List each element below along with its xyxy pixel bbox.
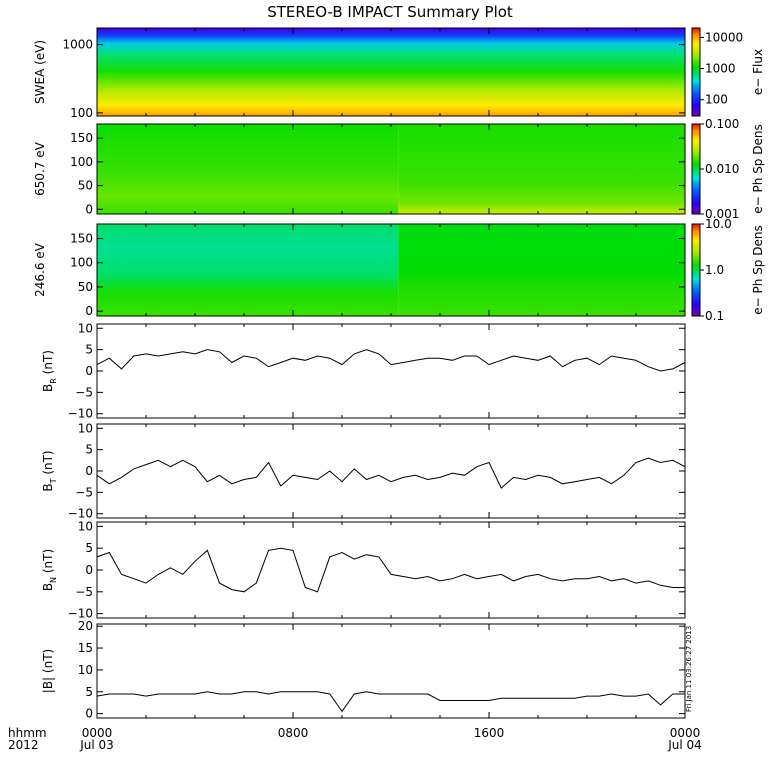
br-ytick-label: 5 (85, 343, 93, 357)
bn-ylabel: BN (nT) (41, 549, 58, 591)
br-ytick-label: −10 (68, 407, 93, 421)
bn-series-line (96, 547, 685, 593)
pad650-ytick-label: 0 (85, 202, 93, 216)
swea-colorbar-tick-label: 10000 (705, 30, 743, 44)
bmag-series-line (96, 691, 685, 713)
pad246-colorbar-label: e− Ph Sp Dens (751, 225, 765, 314)
time-label-hhmm: 0000 (82, 726, 113, 740)
pad246-colorbar (691, 223, 701, 317)
timestamp-note: Fri Jan 11 03:26:27 2013 (685, 626, 693, 712)
bmag-ytick-label: 20 (78, 619, 93, 633)
bmag-frame (96, 623, 686, 719)
br-ytick-label: 0 (85, 364, 93, 378)
bt-ytick-label: 5 (85, 443, 93, 457)
swea-colorbar-tick-label: 1000 (705, 62, 736, 76)
bt-ylabel: BT (nT) (41, 450, 58, 491)
pad650-ytick-label: 150 (70, 131, 93, 145)
pad650-ytick-label: 100 (70, 155, 93, 169)
pad246-colorbar-tick-label: 0.1 (705, 309, 724, 323)
time-corner-label-2: 2012 (8, 738, 39, 752)
pad246-ytick-label: 50 (78, 280, 93, 294)
pad650-colorbar-tick-label: 0.100 (705, 117, 739, 131)
swea-ytick-label: 1000 (62, 38, 93, 52)
bt-ytick-label: 0 (85, 464, 93, 478)
bn-ytick-label: −5 (75, 585, 93, 599)
pad246-ylabel: 246.6 eV (33, 242, 47, 297)
bt-ytick-label: −5 (75, 485, 93, 499)
time-label-date: Jul 03 (79, 738, 114, 752)
swea-spectrogram (97, 28, 685, 116)
swea-colorbar (691, 27, 701, 117)
pad246-ytick-label: 0 (85, 304, 93, 318)
pad246-spectrogram-early (97, 224, 399, 316)
time-label-date: Jul 04 (667, 738, 702, 752)
br-series-line (96, 349, 686, 372)
time-label-hhmm: 0800 (278, 726, 309, 740)
swea-colorbar-tick-label: 100 (705, 93, 728, 107)
pad246-ytick-label: 150 (70, 232, 93, 246)
pad246-spectrogram-late (398, 224, 685, 316)
pad246-colorbar-tick-label: 1.0 (705, 263, 724, 277)
swea-colorbar-label: e− Flux (751, 49, 765, 95)
bmag-ytick-label: 5 (85, 685, 93, 699)
br-ytick-label: 10 (78, 321, 93, 335)
pad650-colorbar-label: e− Ph Sp Dens (751, 124, 765, 213)
pad650-colorbar-tick-label: 0.010 (705, 162, 739, 176)
pad650-spectrogram-early (97, 124, 399, 214)
br-frame (96, 323, 686, 419)
swea-ylabel: SWEA (eV) (33, 40, 47, 104)
bmag-ytick-label: 15 (78, 641, 93, 655)
pad650-spectrogram-late (398, 124, 685, 214)
br-ytick-label: −5 (75, 385, 93, 399)
bt-frame (96, 423, 686, 519)
pad650-ylabel: 650.7 eV (33, 141, 47, 196)
bmag-ytick-label: 0 (85, 707, 93, 721)
bt-ytick-label: 10 (78, 421, 93, 435)
br-ylabel: BR (nT) (41, 350, 58, 392)
swea-ytick-label: 100 (70, 106, 93, 120)
time-label-hhmm: 1600 (474, 726, 505, 740)
pad650-colorbar-tick-label: 0.001 (705, 207, 739, 221)
bn-ytick-label: 0 (85, 563, 93, 577)
pad650-ytick-label: 50 (78, 179, 93, 193)
bmag-ytick-label: 10 (78, 663, 93, 677)
time-corner-label-1: hhmm (8, 726, 47, 740)
time-label-hhmm: 0000 (670, 726, 701, 740)
bn-ytick-label: 10 (78, 519, 93, 533)
bn-ytick-label: 5 (85, 541, 93, 555)
bt-ytick-label: −10 (68, 507, 93, 521)
pad650-colorbar (691, 123, 701, 215)
bt-series-line (96, 457, 686, 489)
pad246-ytick-label: 100 (70, 256, 93, 270)
bmag-ylabel: |B| (nT) (41, 649, 55, 693)
pad246-colorbar-tick-label: 10.0 (705, 217, 732, 231)
chart-title: STEREO-B IMPACT Summary Plot (267, 3, 513, 21)
bn-ytick-label: −10 (68, 607, 93, 621)
bn-frame (96, 521, 686, 619)
